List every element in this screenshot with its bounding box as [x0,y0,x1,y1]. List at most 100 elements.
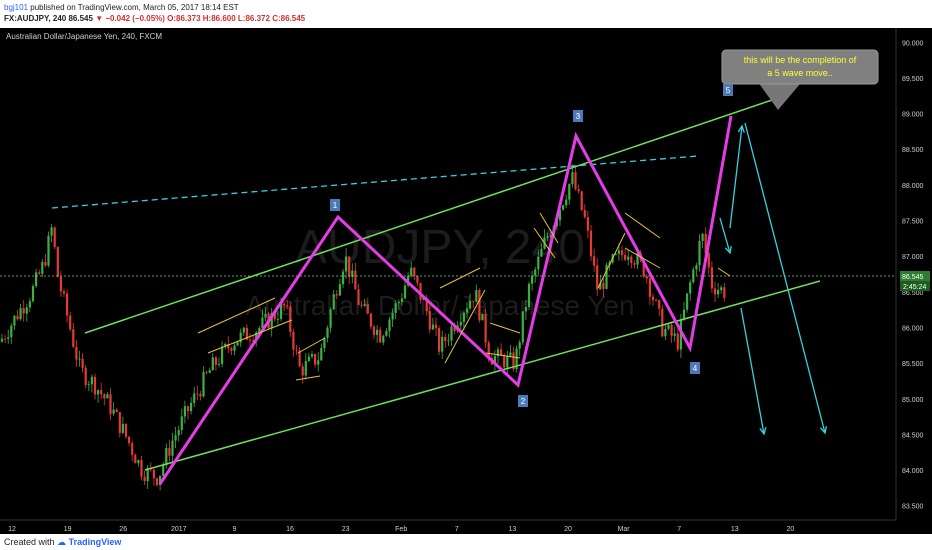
tradingview-logo-text[interactable]: TradingView [68,537,122,547]
candle-body [701,233,704,242]
candle-body [679,319,682,350]
candle-body [22,308,25,314]
candle-body [586,217,589,231]
candle-body [245,327,248,340]
pattern-trendline [197,297,276,334]
candle-body [661,308,664,337]
last-price: 86.545 [68,14,93,23]
candle-body [419,282,422,300]
candle-body [558,209,562,221]
candle-body [493,356,496,365]
candle-body [357,289,360,305]
candle-body [155,478,159,486]
candle-body [35,272,38,287]
candle-body [174,435,177,441]
candle-body [388,319,391,331]
wave-label-5: 5 [726,86,731,95]
y-tick-label: 88.500 [902,147,924,154]
wave-label-box [518,395,528,407]
candle-body [134,454,137,464]
candle-body [583,210,586,218]
candle-body [602,283,605,289]
candle-body [686,293,689,310]
candle-body [180,416,183,430]
candle-body [527,283,531,308]
candle-body [264,313,267,318]
candle-body [723,287,726,298]
wave-label-4: 4 [693,364,698,373]
pattern-trendline [539,212,559,244]
candle-body [193,393,196,403]
pattern-trendline [624,247,661,269]
candle-body [503,355,506,368]
candle-body [131,443,134,455]
candle-body [236,342,239,346]
candle-body [93,376,97,395]
y-tick-label: 86.000 [902,325,924,332]
candle-body [112,409,115,414]
x-tick-label: 7 [677,526,681,533]
price-chart[interactable]: AUDJPY, 240 Australian Dollar/Japanese Y… [0,28,932,534]
pattern-trendline [485,352,521,359]
candle-body [348,256,351,277]
candle-body [258,327,261,333]
candle-body [593,256,596,266]
x-tick-label: 2017 [171,526,187,533]
candle-body [524,307,527,312]
annotation-text-2: a 5 wave move.. [767,68,833,78]
candle-body [459,321,462,326]
x-tick-label: 26 [119,526,127,533]
candle-body [599,283,602,290]
x-tick-label: 23 [342,526,350,533]
y-tick-label: 89.000 [902,112,924,119]
author-link[interactable]: bgj101 [4,3,29,12]
candle-body [571,172,574,184]
candle-body [87,384,90,386]
candle-body [434,324,438,329]
candle-body [478,290,481,321]
candle-body [16,315,19,320]
candle-body [651,296,655,301]
candle-body [580,191,583,211]
candle-body [159,475,162,486]
pattern-trendline [717,267,731,277]
candle-body [292,332,295,350]
candle-body [81,358,84,368]
candle-body [69,315,72,330]
candle-body [323,337,326,349]
candle-body [0,338,4,342]
candle-body [301,366,304,376]
candle-body [230,348,233,351]
candle-body [103,394,106,399]
candle-body [165,447,168,466]
candle-body [106,394,109,399]
candle-body [121,423,124,433]
candle-body [444,336,447,342]
candle-body [655,300,658,301]
candle-body [366,303,369,314]
candle-body [627,256,630,260]
candle-body [168,447,171,456]
wave-label-box [723,84,733,96]
wave-label-1: 1 [333,201,338,210]
drawings [0,99,896,485]
x-tick-label: 20 [564,526,572,533]
candle-body [38,272,41,274]
candle-body [698,241,701,266]
candle-body [329,309,332,328]
candle-body [59,276,62,292]
footer: Created with ☁ TradingView [0,534,932,550]
watermark-symbol: AUDJPY, 240 [295,221,585,274]
candle-body [450,326,453,341]
x-tick-label: 7 [455,526,459,533]
y-tick-label: 84.500 [902,432,924,439]
candle-body [4,338,7,340]
candle-body [335,294,338,296]
countdown-text: 2:45:24 [903,284,926,291]
candle-body [385,330,388,336]
candle-body [317,360,320,365]
candle-body [53,227,56,248]
candle-body [248,339,252,341]
candle-body [469,300,472,309]
candle-body [695,265,698,270]
